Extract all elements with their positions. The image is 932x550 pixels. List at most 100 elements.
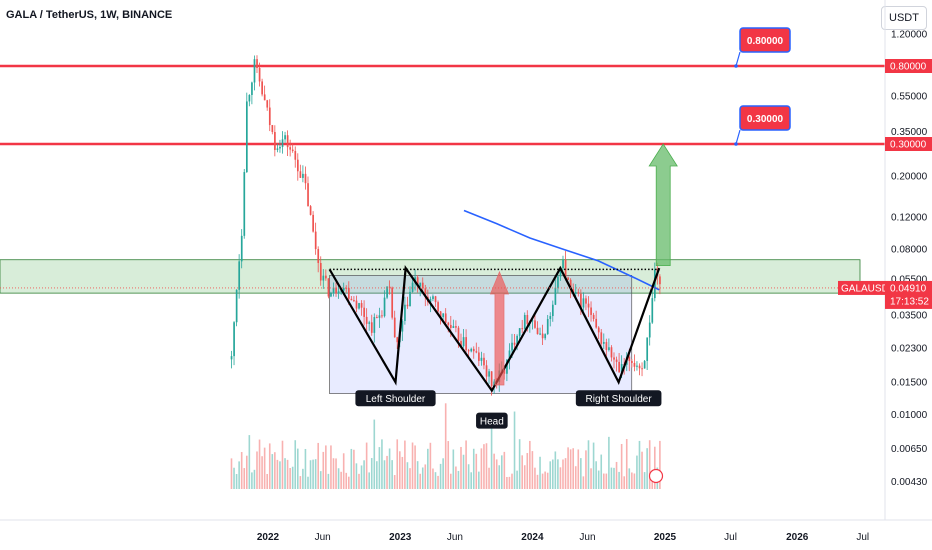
volume-bar [365,442,368,489]
price-tick: 0.00650 [891,444,928,455]
volume-bar [307,476,309,489]
volume-bar [557,459,559,489]
candle-body [447,322,450,325]
horizontal-levels[interactable] [0,64,885,146]
volume-bar [452,449,455,489]
volume-bar [580,458,582,489]
volume-bar [590,468,592,489]
candle-body [536,327,539,335]
chart-title: GALA / TetherUS, 1W, BINANCE [6,9,173,21]
volume-bar [465,440,467,489]
candle-body [325,275,327,279]
candle-body [592,314,595,319]
candle-body [546,319,549,335]
candle-body [368,322,371,324]
candle-body [317,249,320,263]
candle-body [508,350,511,360]
volume-bar [641,451,643,489]
candle-body [577,292,580,294]
candle-body [605,342,608,350]
currency-unit-button[interactable]: USDT [881,6,927,30]
candle-body [289,147,292,150]
volume-bar [516,470,518,489]
candle-body [393,317,396,338]
volume-bar [347,476,350,489]
candle-body [569,279,572,290]
volume-bar [360,465,363,489]
volume-bar [427,448,429,489]
volume-bar [572,448,574,489]
pattern-labels-layer: Left Shoulder Head Right Shoulder [355,390,662,429]
volume-bar [643,472,646,489]
volume-bar [337,468,340,489]
candle-body [309,206,312,215]
volume-bar [340,471,342,489]
volume-bar [472,448,475,489]
volume-bar [503,451,506,489]
candle-body [358,303,360,309]
candle-body [258,67,261,82]
volume-bar [414,445,416,489]
candle-body [544,334,547,339]
volume-bar [353,449,355,489]
volume-bar [233,467,235,489]
price-tick: 0.08000 [891,245,928,256]
candle-body [307,183,309,207]
volume-bar [493,453,495,489]
candle-body [421,282,424,289]
candle-body [253,59,256,83]
last-price-tag-bg [885,280,932,309]
candle-body [551,304,554,317]
volume-bar [602,473,605,489]
candle-body [353,300,355,302]
candle-body [416,277,419,287]
candle-body [243,172,246,236]
volume-bar [291,466,294,489]
candle-body [648,322,651,338]
arrows-layer[interactable] [489,143,678,386]
volume-bar [391,460,393,489]
candle-body [429,299,432,303]
candle-body [559,268,562,277]
candle-body [322,275,325,281]
annotations-layer[interactable]: 0.80000 0.30000 [734,27,791,146]
candle-body [391,287,394,318]
time-axis[interactable]: 2022 Jun 2023 Jun 2024 Jun 2025 Jul 2026 Jul [0,519,932,543]
time-tick: 2023 [389,532,412,543]
time-tick: Jun [447,532,463,543]
volume-bar [526,453,529,489]
volume-bar [421,467,424,489]
callout-text: 0.80000 [747,36,784,47]
candle-body [613,357,615,360]
volume-bar [401,456,404,489]
volume-bar [523,465,526,489]
pattern-lines-layer[interactable] [328,265,661,393]
price-tick: 0.00430 [891,477,928,488]
candle-body [485,365,488,377]
price-tick: 0.01000 [891,410,928,421]
volume-bar [531,451,534,489]
candle-body [261,81,263,95]
volume-bar [618,471,620,489]
volume-bar [564,458,567,489]
volume-bar [554,451,557,489]
callout-box [739,105,791,131]
volume-bar [437,475,439,489]
candle-body [291,149,294,152]
candle-body [370,322,373,333]
candle-body [549,316,552,320]
price-axis[interactable]: 1.20000 0.80000 0.55000 0.35000 0.30000 0.200… [884,0,932,520]
volume-bar [406,462,409,489]
volume-bar [230,458,233,489]
candle-body [475,351,478,353]
callout-box [739,27,791,53]
volume-bar [388,448,391,489]
candle-body [506,359,508,374]
volume-bar [567,447,569,489]
candle-body [608,347,610,350]
volume-bar [258,439,261,489]
volume-bar [243,468,246,489]
candle-body [378,315,381,318]
candle-body [600,332,603,344]
